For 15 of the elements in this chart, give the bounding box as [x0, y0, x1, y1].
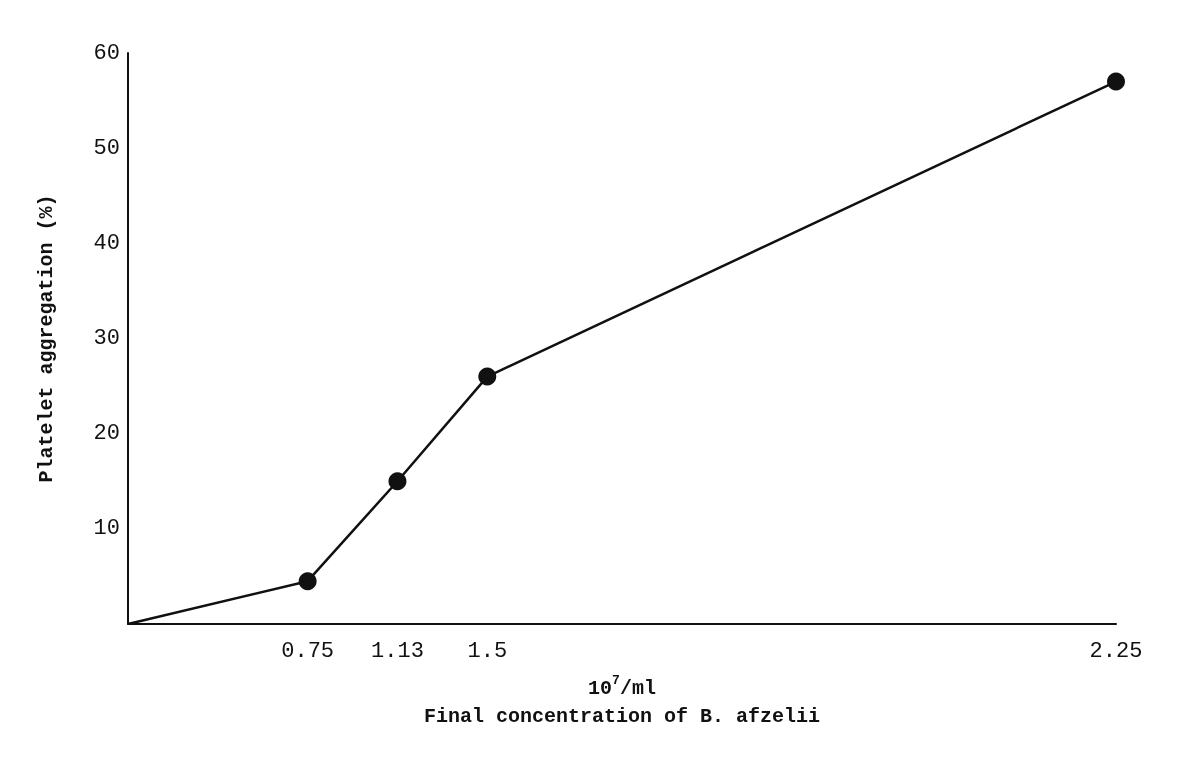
y-tick-label: 30: [93, 326, 120, 351]
x-tick-label: 1.5: [467, 638, 508, 664]
y-axis-title: Platelet aggregation (%): [34, 194, 58, 483]
point: [1107, 72, 1125, 91]
point: [298, 572, 317, 591]
x-tick-label: 1.13: [371, 638, 424, 664]
x-tick-label: 0.75: [281, 638, 335, 664]
y-tick-label: 60: [93, 40, 120, 66]
x-tick-label: 2.25: [1089, 638, 1143, 664]
y-tick-label: 40: [93, 230, 120, 256]
y-tick-label: 20: [93, 421, 120, 447]
point: [388, 472, 407, 491]
y-tick-label: 50: [93, 135, 120, 161]
y-tick-label: 10: [93, 516, 120, 542]
point: [478, 367, 497, 386]
